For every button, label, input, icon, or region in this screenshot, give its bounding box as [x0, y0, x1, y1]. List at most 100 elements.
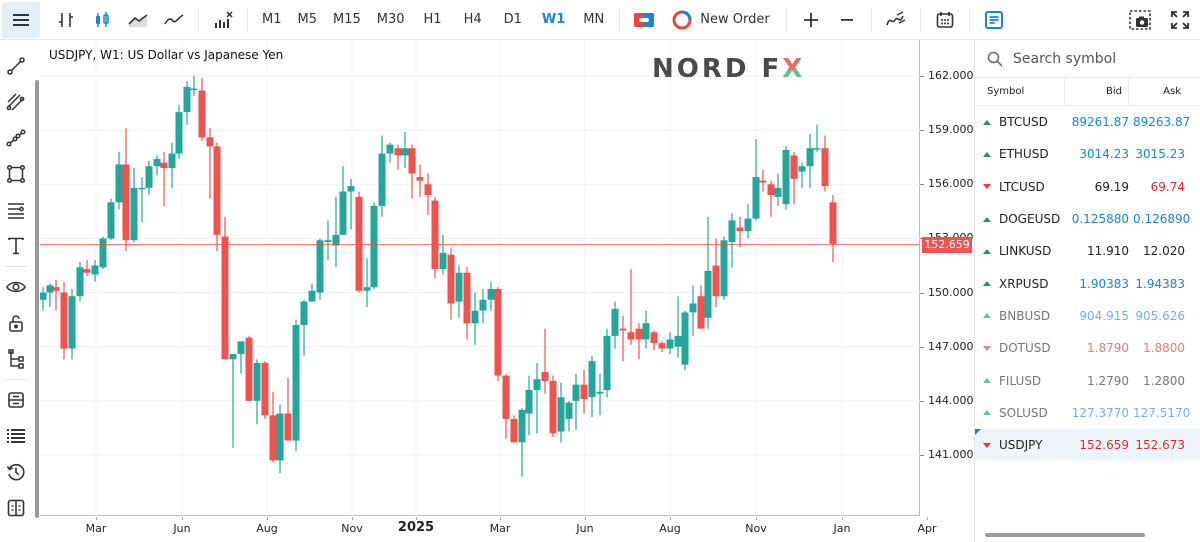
chart-trading-button[interactable]	[878, 0, 914, 40]
watchlist-row-bnbusd[interactable]: BNBUSD 904.915 905.626	[975, 300, 1200, 332]
time-label: Aug	[659, 522, 681, 535]
hamburger-menu-icon	[13, 13, 29, 26]
bid-price: 1.8790	[1087, 341, 1129, 356]
history-button[interactable]	[0, 454, 32, 490]
candlestick-chart-button[interactable]	[84, 0, 120, 40]
watchlist-row-linkusd[interactable]: LINKUSD 11.910 12.020	[975, 235, 1200, 267]
bid-price: 152.659	[1079, 438, 1129, 453]
order-panel-button[interactable]	[976, 0, 1012, 40]
parallel-channel-tool[interactable]	[0, 84, 32, 120]
watchlist-row-ethusd[interactable]: ETHUSD 3014.23 3015.23	[975, 138, 1200, 170]
time-label: Jun	[173, 522, 191, 535]
timeframe-h4[interactable]: H4	[463, 12, 482, 27]
new-order-button[interactable]: New Order	[662, 0, 779, 40]
timeframe-mn[interactable]: MN	[583, 12, 605, 27]
watchlist-row-usdjpy[interactable]: USDJPY 152.659 152.673	[975, 428, 1200, 462]
symbol-name: LINKUSD	[999, 244, 1052, 259]
candle	[588, 355, 596, 418]
rectangle-tool[interactable]	[0, 156, 32, 192]
tools-scrollbar[interactable]	[34, 40, 40, 520]
symbol-cell: LTCUSD	[975, 180, 1065, 194]
symbol-cell: SOLUSD	[975, 406, 1065, 420]
timeframe-m15[interactable]: M15	[333, 12, 361, 27]
time-tick	[585, 517, 586, 520]
one-click-trading-button[interactable]	[626, 0, 662, 40]
chart-title: USDJPY, W1: US Dollar vs Japanese Yen	[49, 48, 284, 62]
trend-line-tool[interactable]	[0, 48, 32, 84]
arrow-up-icon	[983, 281, 991, 287]
calendar-grid-button[interactable]	[0, 490, 32, 526]
timeframe-h1[interactable]: H1	[423, 12, 442, 27]
logo-text: NORD F	[652, 54, 783, 84]
text-tool[interactable]	[0, 228, 32, 264]
ask-price: 127.5170	[1133, 405, 1191, 420]
fibonacci-tool[interactable]	[0, 192, 32, 228]
search-symbol-input[interactable]	[1013, 50, 1183, 67]
objects-tree-icon	[8, 349, 24, 369]
candle	[752, 139, 760, 221]
polyline-tool[interactable]	[0, 120, 32, 156]
screenshot-button[interactable]	[1120, 0, 1160, 40]
line-chart-button[interactable]	[156, 0, 192, 40]
area-chart-button[interactable]	[120, 0, 156, 40]
candle	[122, 128, 130, 252]
column-header-symbol[interactable]: Symbol	[975, 78, 1065, 105]
price-tick	[920, 346, 924, 348]
price-chart[interactable]: USDJPY, W1: US Dollar vs Japanese Yen NO…	[40, 40, 920, 516]
candle	[378, 135, 386, 217]
price-axis[interactable]: 162.000159.000156.000153.000150.000147.0…	[920, 40, 974, 516]
scrollbar-thumb[interactable]	[985, 533, 1145, 537]
timeframe-d1[interactable]: D1	[503, 12, 522, 27]
watchlist-row-btcusd[interactable]: BTCUSD 89261.87 89263.87	[975, 106, 1200, 138]
screenshot-icon	[1129, 9, 1151, 30]
time-label: Nov	[341, 522, 363, 535]
hide-drawings-button[interactable]	[0, 269, 32, 305]
watchlist-row-dogeusd[interactable]: DOGEUSD 0.125880 0.126890	[975, 203, 1200, 235]
candle	[767, 180, 775, 217]
candle	[40, 287, 47, 311]
arrow-up-icon	[983, 313, 991, 319]
candle	[635, 323, 643, 360]
time-tick	[927, 517, 928, 520]
zoom-in-button[interactable]	[793, 0, 829, 40]
watchlist-row-dotusd[interactable]: DOTUSD 1.8790 1.8800	[975, 332, 1200, 364]
watchlist-rows: BTCUSD 89261.87 89263.87 ETHUSD 3014.23 3015.…	[975, 106, 1200, 462]
bid-price: 1.2790	[1087, 373, 1129, 388]
panel-scrollbar[interactable]	[977, 532, 1199, 538]
candlestick-plot[interactable]	[40, 40, 920, 516]
zoom-out-button[interactable]	[829, 0, 865, 40]
bar-chart-button[interactable]	[48, 0, 84, 40]
main-menu-button[interactable]	[2, 1, 40, 38]
lock-icon	[9, 315, 23, 332]
candle	[416, 164, 424, 197]
timeframe-w1[interactable]: W1	[541, 12, 566, 27]
column-header-ask[interactable]: Ask	[1163, 86, 1181, 97]
time-tick	[756, 517, 757, 520]
logo-x-mark: X	[782, 54, 806, 84]
watchlist-row-filusd[interactable]: FILUSD 1.2790 1.2800	[975, 364, 1200, 396]
list-icon	[7, 429, 25, 443]
templates-button[interactable]	[0, 382, 32, 418]
column-header-bid[interactable]: Bid	[1065, 78, 1129, 105]
fullscreen-button[interactable]	[1160, 0, 1200, 40]
symbol-cell: DOGEUSD	[975, 212, 1065, 226]
timeframe-m30[interactable]: M30	[376, 12, 405, 27]
scrollbar-thumb[interactable]	[35, 80, 39, 518]
economic-calendar-button[interactable]	[927, 0, 963, 40]
arrow-up-icon	[983, 410, 991, 416]
objects-tree-button[interactable]	[0, 341, 32, 377]
candle	[370, 202, 378, 289]
candle	[650, 330, 658, 351]
time-tick	[416, 517, 417, 520]
indicators-button[interactable]	[205, 0, 241, 40]
time-axis[interactable]: Mar Jun Aug Nov 2025 Mar Jun Aug Nov Jan Apr	[40, 517, 974, 542]
watchlist-row-ltcusd[interactable]: LTCUSD 69.19 69.74	[975, 171, 1200, 203]
symbol-name: USDJPY	[999, 438, 1043, 453]
timeframe-m1[interactable]: M1	[262, 12, 282, 27]
price-tick	[920, 455, 924, 456]
watchlist-row-xrpusd[interactable]: XRPUSD 1.90383 1.94383	[975, 267, 1200, 299]
watchlist-row-solusd[interactable]: SOLUSD 127.3770 127.5170	[975, 397, 1200, 429]
timeframe-m5[interactable]: M5	[297, 12, 318, 27]
orders-list-button[interactable]	[0, 418, 32, 454]
lock-drawings-button[interactable]	[0, 305, 32, 341]
